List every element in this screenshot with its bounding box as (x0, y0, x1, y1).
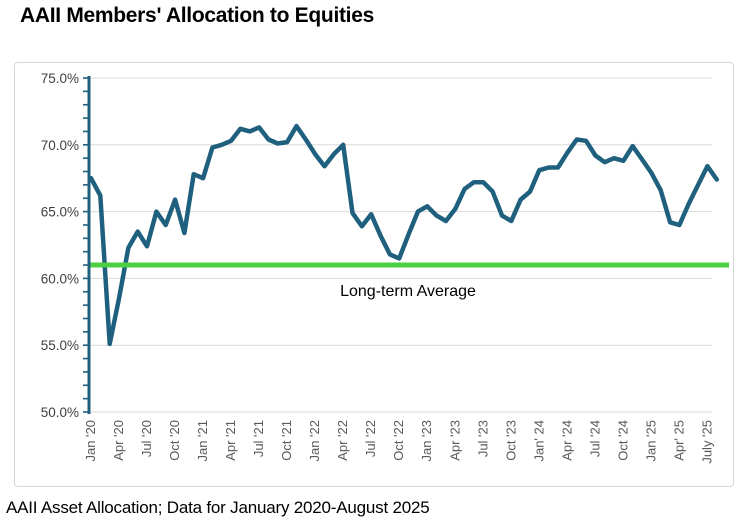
x-tick-label: July '25 (699, 420, 714, 464)
y-tick-label: 75.0% (41, 71, 79, 86)
x-tick-label: Oct '21 (279, 420, 294, 461)
y-tick-label: 55.0% (41, 338, 79, 353)
x-tick-label: Jul '22 (363, 420, 378, 457)
allocation-chart: Long-term Average 75.0% 70.0% 65.0% 60.0% 55.… (41, 71, 729, 464)
y-tick-label: 50.0% (41, 405, 79, 420)
x-tick-label: Apr '24 (559, 420, 574, 461)
x-tick-label: Oct '23 (503, 420, 518, 461)
chart-container: Long-term Average 75.0% 70.0% 65.0% 60.0% 55.… (14, 62, 734, 487)
x-tick-label: Jan '23 (419, 420, 434, 462)
y-tick-label: 70.0% (41, 138, 79, 153)
x-tick-label: Apr '22 (335, 420, 350, 461)
average-line-label: Long-term Average (340, 283, 476, 300)
equity-allocation-line (88, 123, 720, 347)
source-caption: AAII Asset Allocation; Data for January … (6, 498, 430, 517)
x-tick-label: Jan '25 (643, 420, 658, 462)
x-tick-label: Apr '21 (223, 420, 238, 461)
y-tick-label: 65.0% (41, 205, 79, 220)
x-tick-label: Oct '24 (615, 420, 630, 461)
x-tick-label: Jan' 24 (531, 420, 546, 462)
x-tick-label: Jul '23 (475, 420, 490, 457)
x-tick-label: Jan '22 (307, 420, 322, 462)
x-tick-label: Apr '20 (111, 420, 126, 461)
x-tick-label: Apr' 25 (671, 420, 686, 461)
x-tick-label: Oct '22 (391, 420, 406, 461)
x-tick-label: Apr '23 (447, 420, 462, 461)
y-tick-label: 60.0% (41, 271, 79, 286)
x-tick-label: Jan '20 (83, 420, 98, 462)
x-tick-label: Oct '20 (167, 420, 182, 461)
x-tick-label: Jan '21 (195, 420, 210, 462)
x-tick-label: Jul '20 (139, 420, 154, 457)
x-tick-label: Jul '24 (587, 420, 602, 457)
x-tick-label: Jul '21 (251, 420, 266, 457)
chart-title: AAII Members' Allocation to Equities (20, 4, 374, 27)
